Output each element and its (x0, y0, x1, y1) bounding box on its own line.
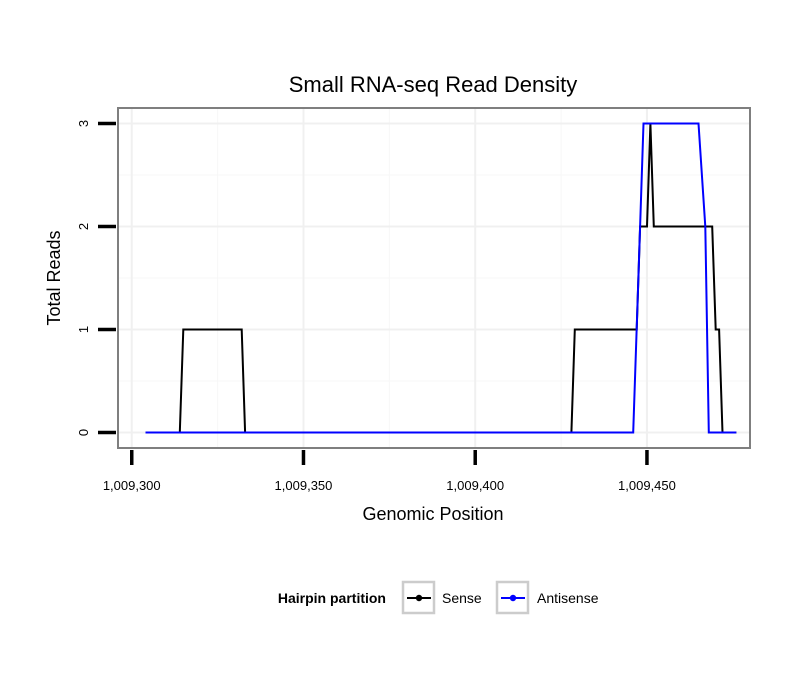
legend-title: Hairpin partition (278, 590, 386, 606)
y-tick-label: 0 (76, 429, 91, 436)
series-lines (145, 122, 737, 434)
x-tick-label: 1,009,300 (103, 478, 161, 493)
y-tick-label: 3 (76, 120, 91, 127)
legend: Hairpin partition Sense Antisense (278, 580, 599, 615)
y-tick-label: 2 (76, 223, 91, 230)
x-tick-label: 1,009,400 (446, 478, 504, 493)
legend-item-antisense: Antisense (495, 580, 599, 615)
series-line-antisense (145, 122, 737, 434)
x-tick-label: 1,009,350 (275, 478, 333, 493)
y-axis-title: Total Reads (44, 230, 64, 325)
chart-title: Small RNA-seq Read Density (289, 72, 578, 97)
x-axis: 1,009,300 1,009,350 1,009,400 1,009,450 (103, 450, 676, 493)
y-axis: 0 1 2 3 (76, 120, 116, 436)
y-tick-label: 1 (76, 326, 91, 333)
x-axis-title: Genomic Position (362, 504, 503, 524)
legend-label-sense: Sense (442, 590, 482, 606)
plot-panel (117, 107, 751, 449)
legend-point-antisense (509, 594, 517, 602)
legend-item-sense: Sense (401, 580, 482, 615)
plot-border (117, 107, 751, 449)
legend-label-antisense: Antisense (537, 590, 599, 606)
legend-point-sense (415, 594, 423, 602)
x-tick-label: 1,009,450 (618, 478, 676, 493)
